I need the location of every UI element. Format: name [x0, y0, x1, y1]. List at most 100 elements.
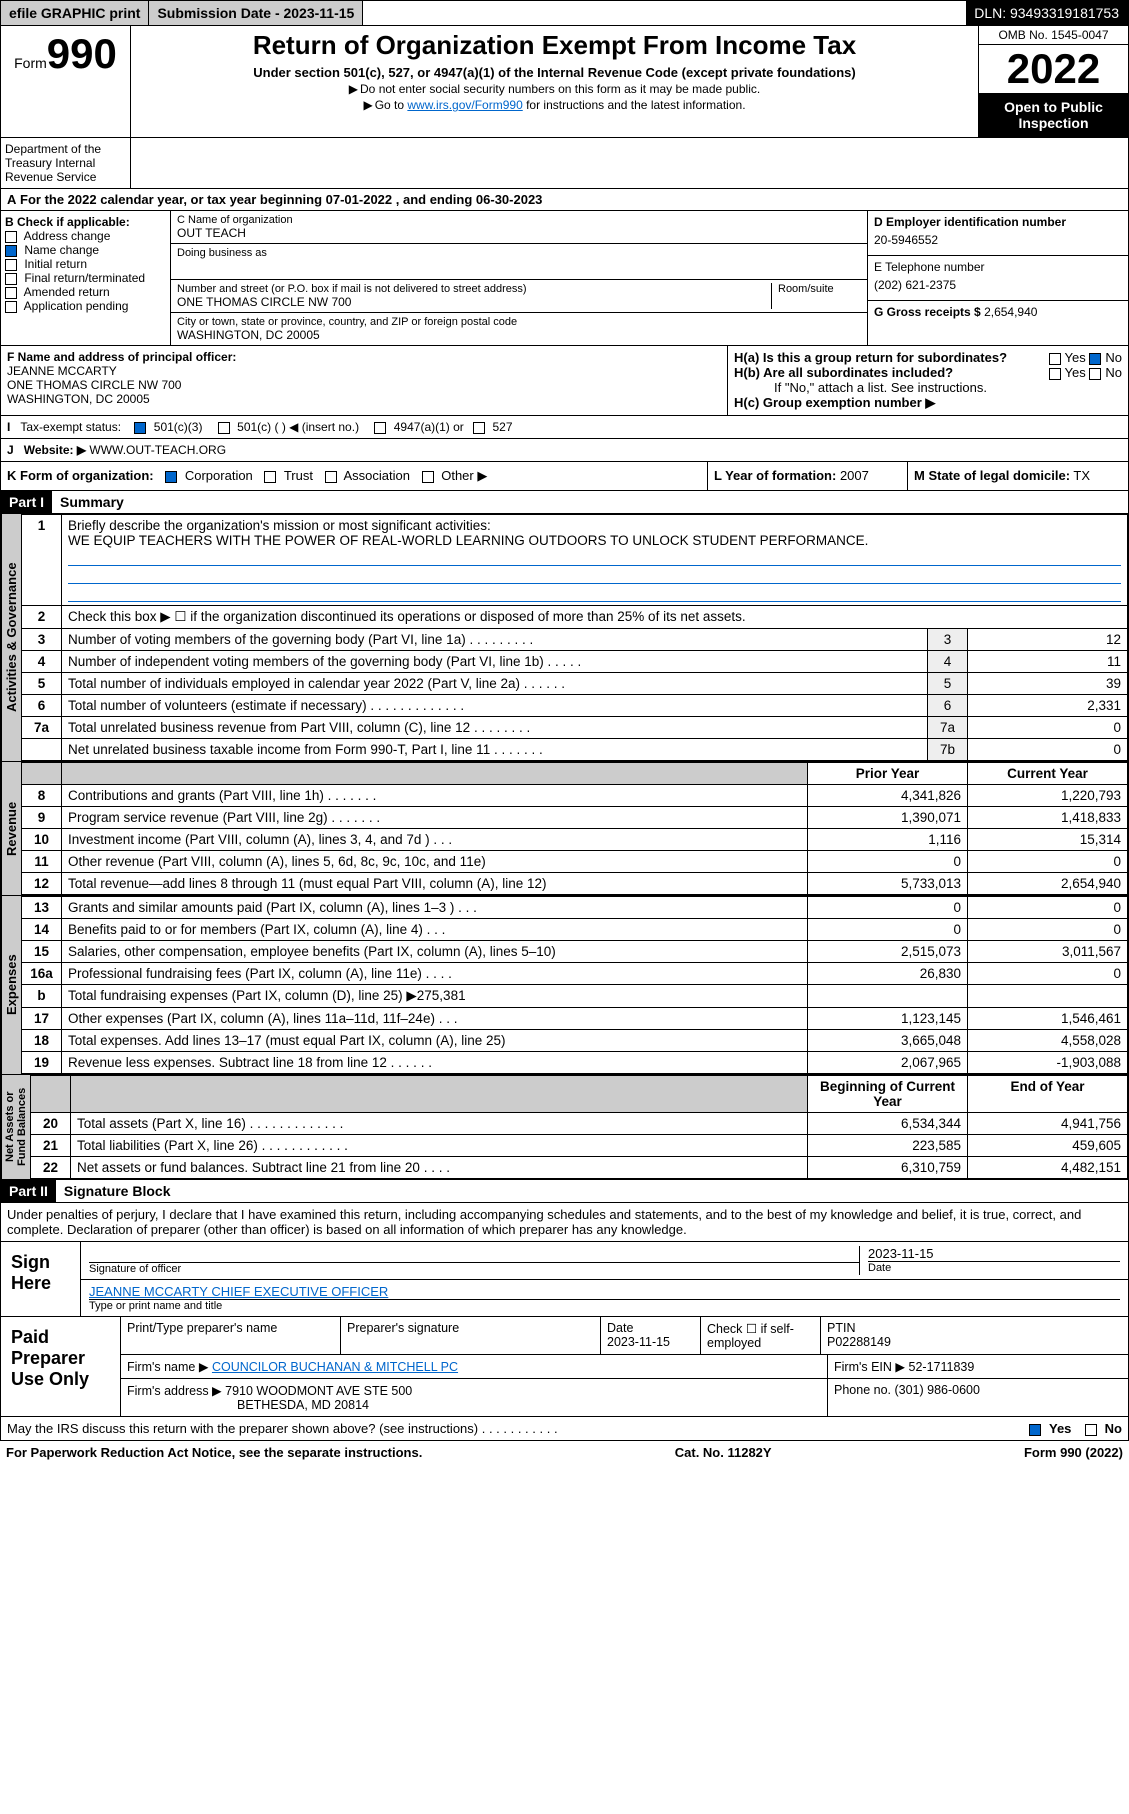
- row-j: J Website: ▶ WWW.OUT-TEACH.ORG: [0, 439, 1129, 462]
- col-de: D Employer identification number20-59465…: [868, 211, 1128, 345]
- firm-phone: (301) 986-0600: [894, 1383, 979, 1397]
- dln: DLN: 93493319181753: [966, 1, 1128, 25]
- b-header: B Check if applicable:: [5, 215, 166, 229]
- city-label: City or town, state or province, country…: [177, 316, 861, 328]
- row-fh: F Name and address of principal officer:…: [0, 346, 1129, 416]
- form-subtitle: Under section 501(c), 527, or 4947(a)(1)…: [139, 65, 970, 80]
- row-klm: K Form of organization: Corporation Trus…: [0, 462, 1129, 491]
- i-527-checkbox[interactable]: [473, 422, 485, 434]
- k-trust-checkbox[interactable]: [264, 471, 276, 483]
- sect-expenses: Expenses 13Grants and similar amounts pa…: [0, 896, 1129, 1075]
- k-corp-checkbox[interactable]: [165, 471, 177, 483]
- i-opt3: 527: [492, 420, 512, 434]
- form-title: Return of Organization Exempt From Incom…: [139, 30, 970, 61]
- irs-link[interactable]: www.irs.gov/Form990: [407, 98, 522, 112]
- summary-row: 16aProfessional fundraising fees (Part I…: [22, 963, 1128, 985]
- b-checkbox-2[interactable]: [5, 259, 17, 271]
- b-checkbox-3[interactable]: [5, 273, 17, 285]
- signature-block: Under penalties of perjury, I declare th…: [0, 1203, 1129, 1317]
- firm-addr: 7910 WOODMONT AVE STE 500: [225, 1384, 412, 1398]
- discuss-no-checkbox[interactable]: [1085, 1424, 1097, 1436]
- prep-name-hdr: Print/Type preparer's name: [121, 1317, 341, 1354]
- sect-governance: Activities & Governance 1Briefly describ…: [0, 514, 1129, 762]
- summary-row: bTotal fundraising expenses (Part IX, co…: [22, 985, 1128, 1008]
- i-label: Tax-exempt status:: [20, 420, 121, 434]
- b-checkbox-1[interactable]: [5, 245, 17, 257]
- sig-officer-label: Signature of officer: [89, 1262, 859, 1275]
- f-label: F Name and address of principal officer:: [7, 350, 236, 364]
- m-label: M State of legal domicile:: [914, 468, 1070, 483]
- paperwork-row: For Paperwork Reduction Act Notice, see …: [0, 1441, 1129, 1464]
- officer-addr2: WASHINGTON, DC 20005: [7, 392, 150, 406]
- cat-no: Cat. No. 11282Y: [675, 1445, 772, 1460]
- hb-no-checkbox[interactable]: [1089, 368, 1101, 380]
- submission-date: Submission Date - 2023-11-15: [149, 1, 363, 25]
- k-other-checkbox[interactable]: [422, 471, 434, 483]
- no-label: No: [1105, 1421, 1122, 1436]
- officer-typed: JEANNE MCCARTY CHIEF EXECUTIVE OFFICER: [89, 1284, 388, 1299]
- col-b: B Check if applicable: Address change Na…: [1, 211, 171, 345]
- sect-revenue: Revenue Prior YearCurrent Year8Contribut…: [0, 762, 1129, 896]
- b-item: Final return/terminated: [5, 271, 166, 285]
- g-label: G Gross receipts $: [874, 305, 981, 319]
- i-501c3-checkbox[interactable]: [134, 422, 146, 434]
- i-4947-checkbox[interactable]: [374, 422, 386, 434]
- efile-label: efile GRAPHIC print: [1, 1, 149, 25]
- line-a: A For the 2022 calendar year, or tax yea…: [0, 189, 1129, 211]
- b-item: Initial return: [5, 257, 166, 271]
- firm-phone-label: Phone no.: [834, 1383, 891, 1397]
- b-item: Name change: [5, 243, 166, 257]
- hb-yes-checkbox[interactable]: [1049, 368, 1061, 380]
- k-opt0: Corporation: [185, 468, 253, 483]
- open-public: Open to Public Inspection: [979, 93, 1128, 137]
- date-label: Date: [868, 1261, 1120, 1274]
- c-label: C Name of organization: [177, 214, 861, 226]
- state-domicile: TX: [1073, 468, 1090, 483]
- ha-no-checkbox[interactable]: [1089, 353, 1101, 365]
- gross-receipts: 2,654,940: [984, 305, 1037, 319]
- col-c: C Name of organizationOUT TEACH Doing bu…: [171, 211, 868, 345]
- l-label: L Year of formation:: [714, 468, 836, 483]
- k-opt1: Trust: [284, 468, 313, 483]
- phone: (202) 621-2375: [874, 274, 1122, 296]
- prior-year-hdr: Prior Year: [808, 763, 968, 785]
- dept-row: Department of the Treasury Internal Reve…: [0, 138, 1129, 189]
- firm-label: Firm's name ▶: [127, 1360, 208, 1374]
- firm-name: COUNCILOR BUCHANAN & MITCHELL PC: [212, 1360, 458, 1374]
- dept-treasury: Department of the Treasury Internal Reve…: [1, 138, 131, 188]
- yes-label: Yes: [1049, 1421, 1071, 1436]
- summary-row: 18Total expenses. Add lines 13–17 (must …: [22, 1030, 1128, 1052]
- summary-row: 5Total number of individuals employed in…: [22, 673, 1128, 695]
- summary-row: 13Grants and similar amounts paid (Part …: [22, 897, 1128, 919]
- summary-row: 14Benefits paid to or for members (Part …: [22, 919, 1128, 941]
- firm-ein: 52-1711839: [909, 1360, 975, 1374]
- part2-badge: Part II: [1, 1180, 56, 1202]
- b-checkbox-0[interactable]: [5, 231, 17, 243]
- form-word: Form: [14, 55, 47, 71]
- prep-date-hdr: Date: [607, 1321, 633, 1335]
- d-label: D Employer identification number: [874, 215, 1066, 229]
- note-link: Go to www.irs.gov/Form990 for instructio…: [139, 98, 970, 112]
- eoy-hdr: End of Year: [968, 1076, 1128, 1113]
- discuss-yes-checkbox[interactable]: [1029, 1424, 1041, 1436]
- b-checkbox-4[interactable]: [5, 287, 17, 299]
- summary-row: 3Number of voting members of the governi…: [22, 629, 1128, 651]
- ha-label: H(a) Is this a group return for subordin…: [734, 350, 1007, 365]
- i-opt0: 501(c)(3): [154, 420, 203, 434]
- paid-preparer: Paid Preparer Use Only Print/Type prepar…: [0, 1317, 1129, 1417]
- ha-yes-checkbox[interactable]: [1049, 353, 1061, 365]
- summary-row: 21Total liabilities (Part X, line 26) . …: [31, 1135, 1128, 1157]
- hc-label: H(c) Group exemption number ▶: [734, 395, 935, 410]
- room-label: Room/suite: [771, 283, 861, 309]
- k-assoc-checkbox[interactable]: [325, 471, 337, 483]
- omb: OMB No. 1545-0047: [979, 26, 1128, 45]
- j-label: Website: ▶: [24, 443, 86, 457]
- ptin-hdr: PTIN: [827, 1321, 855, 1335]
- part1-badge: Part I: [1, 491, 52, 513]
- summary-row: 11Other revenue (Part VIII, column (A), …: [22, 851, 1128, 873]
- i-501c-checkbox[interactable]: [218, 422, 230, 434]
- q2: Check this box ▶ ☐ if the organization d…: [62, 606, 1128, 629]
- b-checkbox-5[interactable]: [5, 301, 17, 313]
- summary-row: 10Investment income (Part VIII, column (…: [22, 829, 1128, 851]
- officer-name: JEANNE MCCARTY: [7, 364, 117, 378]
